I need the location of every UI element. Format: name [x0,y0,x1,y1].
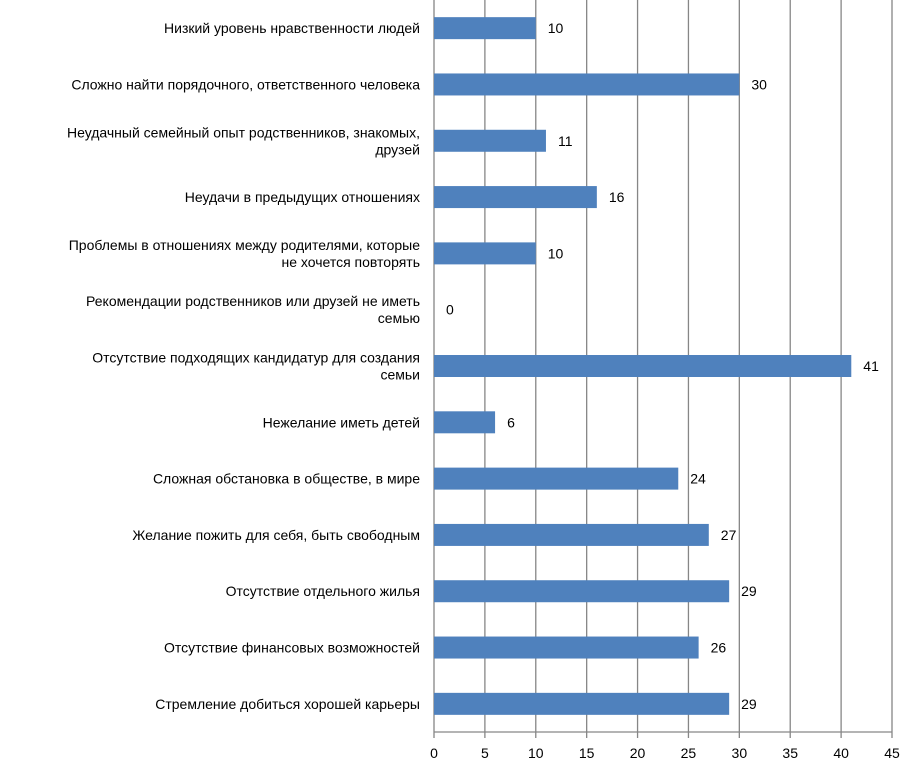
category-label: Неудачи в предыдущих отношениях [185,189,420,205]
data-label: 11 [558,133,573,149]
x-tick-label: 20 [630,745,646,760]
category-label: Сложно найти порядочного, ответственного… [71,76,420,92]
x-tick-label: 40 [833,745,849,760]
bar [434,467,679,490]
bar [434,636,699,659]
data-label: 29 [741,696,757,712]
category-label: Отсутствие подходящих кандидатур для соз… [92,350,420,366]
x-tick-label: 0 [430,745,438,760]
bar [434,186,597,209]
x-tick-label: 30 [732,745,748,760]
data-label: 6 [507,414,515,430]
bar [434,523,709,546]
category-label: Нежелание иметь детей [263,414,420,430]
category-label: семью [378,310,420,326]
data-label: 10 [548,245,564,261]
data-label: 41 [863,358,879,374]
data-label: 0 [446,302,454,318]
category-label: Отсутствие отдельного жилья [226,583,420,599]
category-label: семьи [380,367,420,383]
x-tick-label: 45 [884,745,900,760]
bar [434,355,852,377]
category-label: друзей [375,141,420,157]
category-label: Сложная обстановка в обществе, в мире [153,471,420,487]
bar [434,580,730,603]
data-label: 30 [751,76,767,92]
bar [434,129,546,152]
data-label: 10 [548,20,564,36]
x-tick-label: 35 [782,745,798,760]
bar [434,17,536,40]
data-label: 24 [690,471,706,487]
x-tick-label: 10 [528,745,544,760]
bar [434,411,496,434]
category-label: Рекомендации родственников или друзей не… [86,293,420,309]
category-label: Стремление добиться хорошей карьеры [155,696,420,712]
category-label: Желание пожить для себя, быть свободным [132,527,420,543]
category-label: Проблемы в отношениях между родителями, … [69,237,420,253]
data-label: 27 [721,527,737,543]
data-label: 29 [741,583,757,599]
category-label: Отсутствие финансовых возможностей [164,640,420,656]
x-tick-label: 5 [481,745,489,760]
data-label: 16 [609,189,625,205]
x-tick-label: 25 [681,745,697,760]
bar [434,73,740,96]
category-label: Низкий уровень нравственности людей [164,20,420,36]
bar [434,692,730,715]
bar [434,242,536,265]
data-label: 26 [711,640,727,656]
x-tick-label: 15 [579,745,595,760]
category-label: не хочется повторять [281,254,420,270]
category-label: Неудачный семейный опыт родственников, з… [67,124,420,140]
